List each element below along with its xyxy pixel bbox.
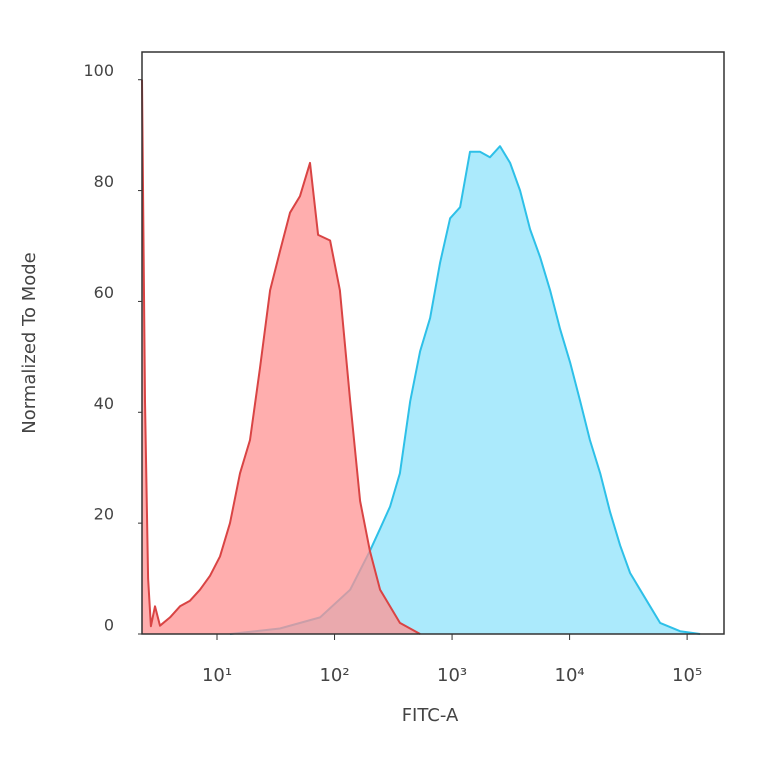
- x-tick-label: 10²: [319, 665, 349, 686]
- y-tick-label: 100: [83, 61, 114, 80]
- area-fill: [230, 146, 701, 634]
- y-tick-label: 0: [104, 616, 114, 635]
- area-line: [141, 79, 421, 635]
- y-tick-label: 60: [94, 283, 114, 302]
- y-axis-label: Normalized To Mode: [19, 252, 40, 434]
- plot-frame: [141, 51, 725, 635]
- x-axis-label: FITC-A: [402, 705, 459, 726]
- area-fill: [142, 79, 421, 634]
- y-tick-label: 40: [94, 394, 114, 413]
- x-tick-label: 10⁴: [555, 665, 585, 686]
- y-tick-label: 20: [94, 505, 114, 524]
- area-line: [229, 145, 701, 635]
- x-tick-label: 10⁵: [672, 665, 702, 686]
- y-tick-label: 80: [94, 172, 114, 191]
- x-tick-label: 10³: [437, 665, 467, 686]
- x-tick-label: 10¹: [202, 665, 232, 686]
